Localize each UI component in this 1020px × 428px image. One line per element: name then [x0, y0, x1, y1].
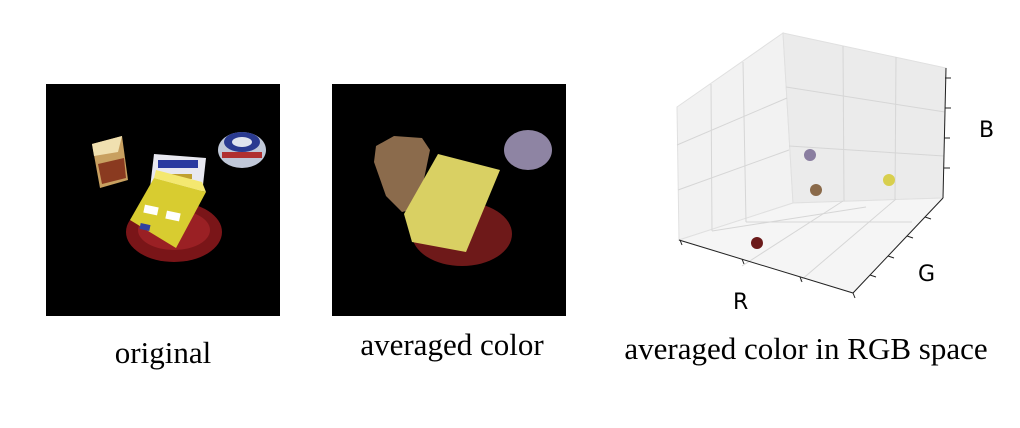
b-axis-label: B — [979, 118, 995, 143]
brown-box — [92, 136, 128, 188]
axis-ticks — [679, 77, 951, 299]
point-yellow — [883, 174, 895, 186]
averaged-yellow-region — [404, 154, 500, 252]
averaged-lavender-region — [504, 130, 552, 170]
point-brown — [810, 184, 822, 196]
grid-right — [785, 45, 946, 202]
grid-left — [676, 61, 790, 232]
original-scene — [92, 132, 266, 262]
b-axis-line — [942, 67, 947, 199]
caption-averaged: averaged color — [360, 327, 544, 362]
point-red — [751, 237, 763, 249]
point-lavender — [804, 149, 816, 161]
original-image — [46, 84, 280, 316]
r-axis-line — [678, 239, 854, 294]
caption-rgb-space: averaged color in RGB space — [624, 331, 988, 366]
g-axis-label: G — [918, 262, 936, 287]
g-axis-line — [852, 197, 944, 294]
pane-right — [782, 32, 947, 204]
yellow-box — [130, 170, 206, 248]
silver-can — [218, 132, 266, 168]
caption-original: original — [114, 335, 212, 370]
r-axis-label: R — [733, 290, 749, 315]
averaged-scene — [374, 130, 552, 266]
averaged-image — [332, 84, 566, 316]
grid-floor — [711, 198, 912, 282]
